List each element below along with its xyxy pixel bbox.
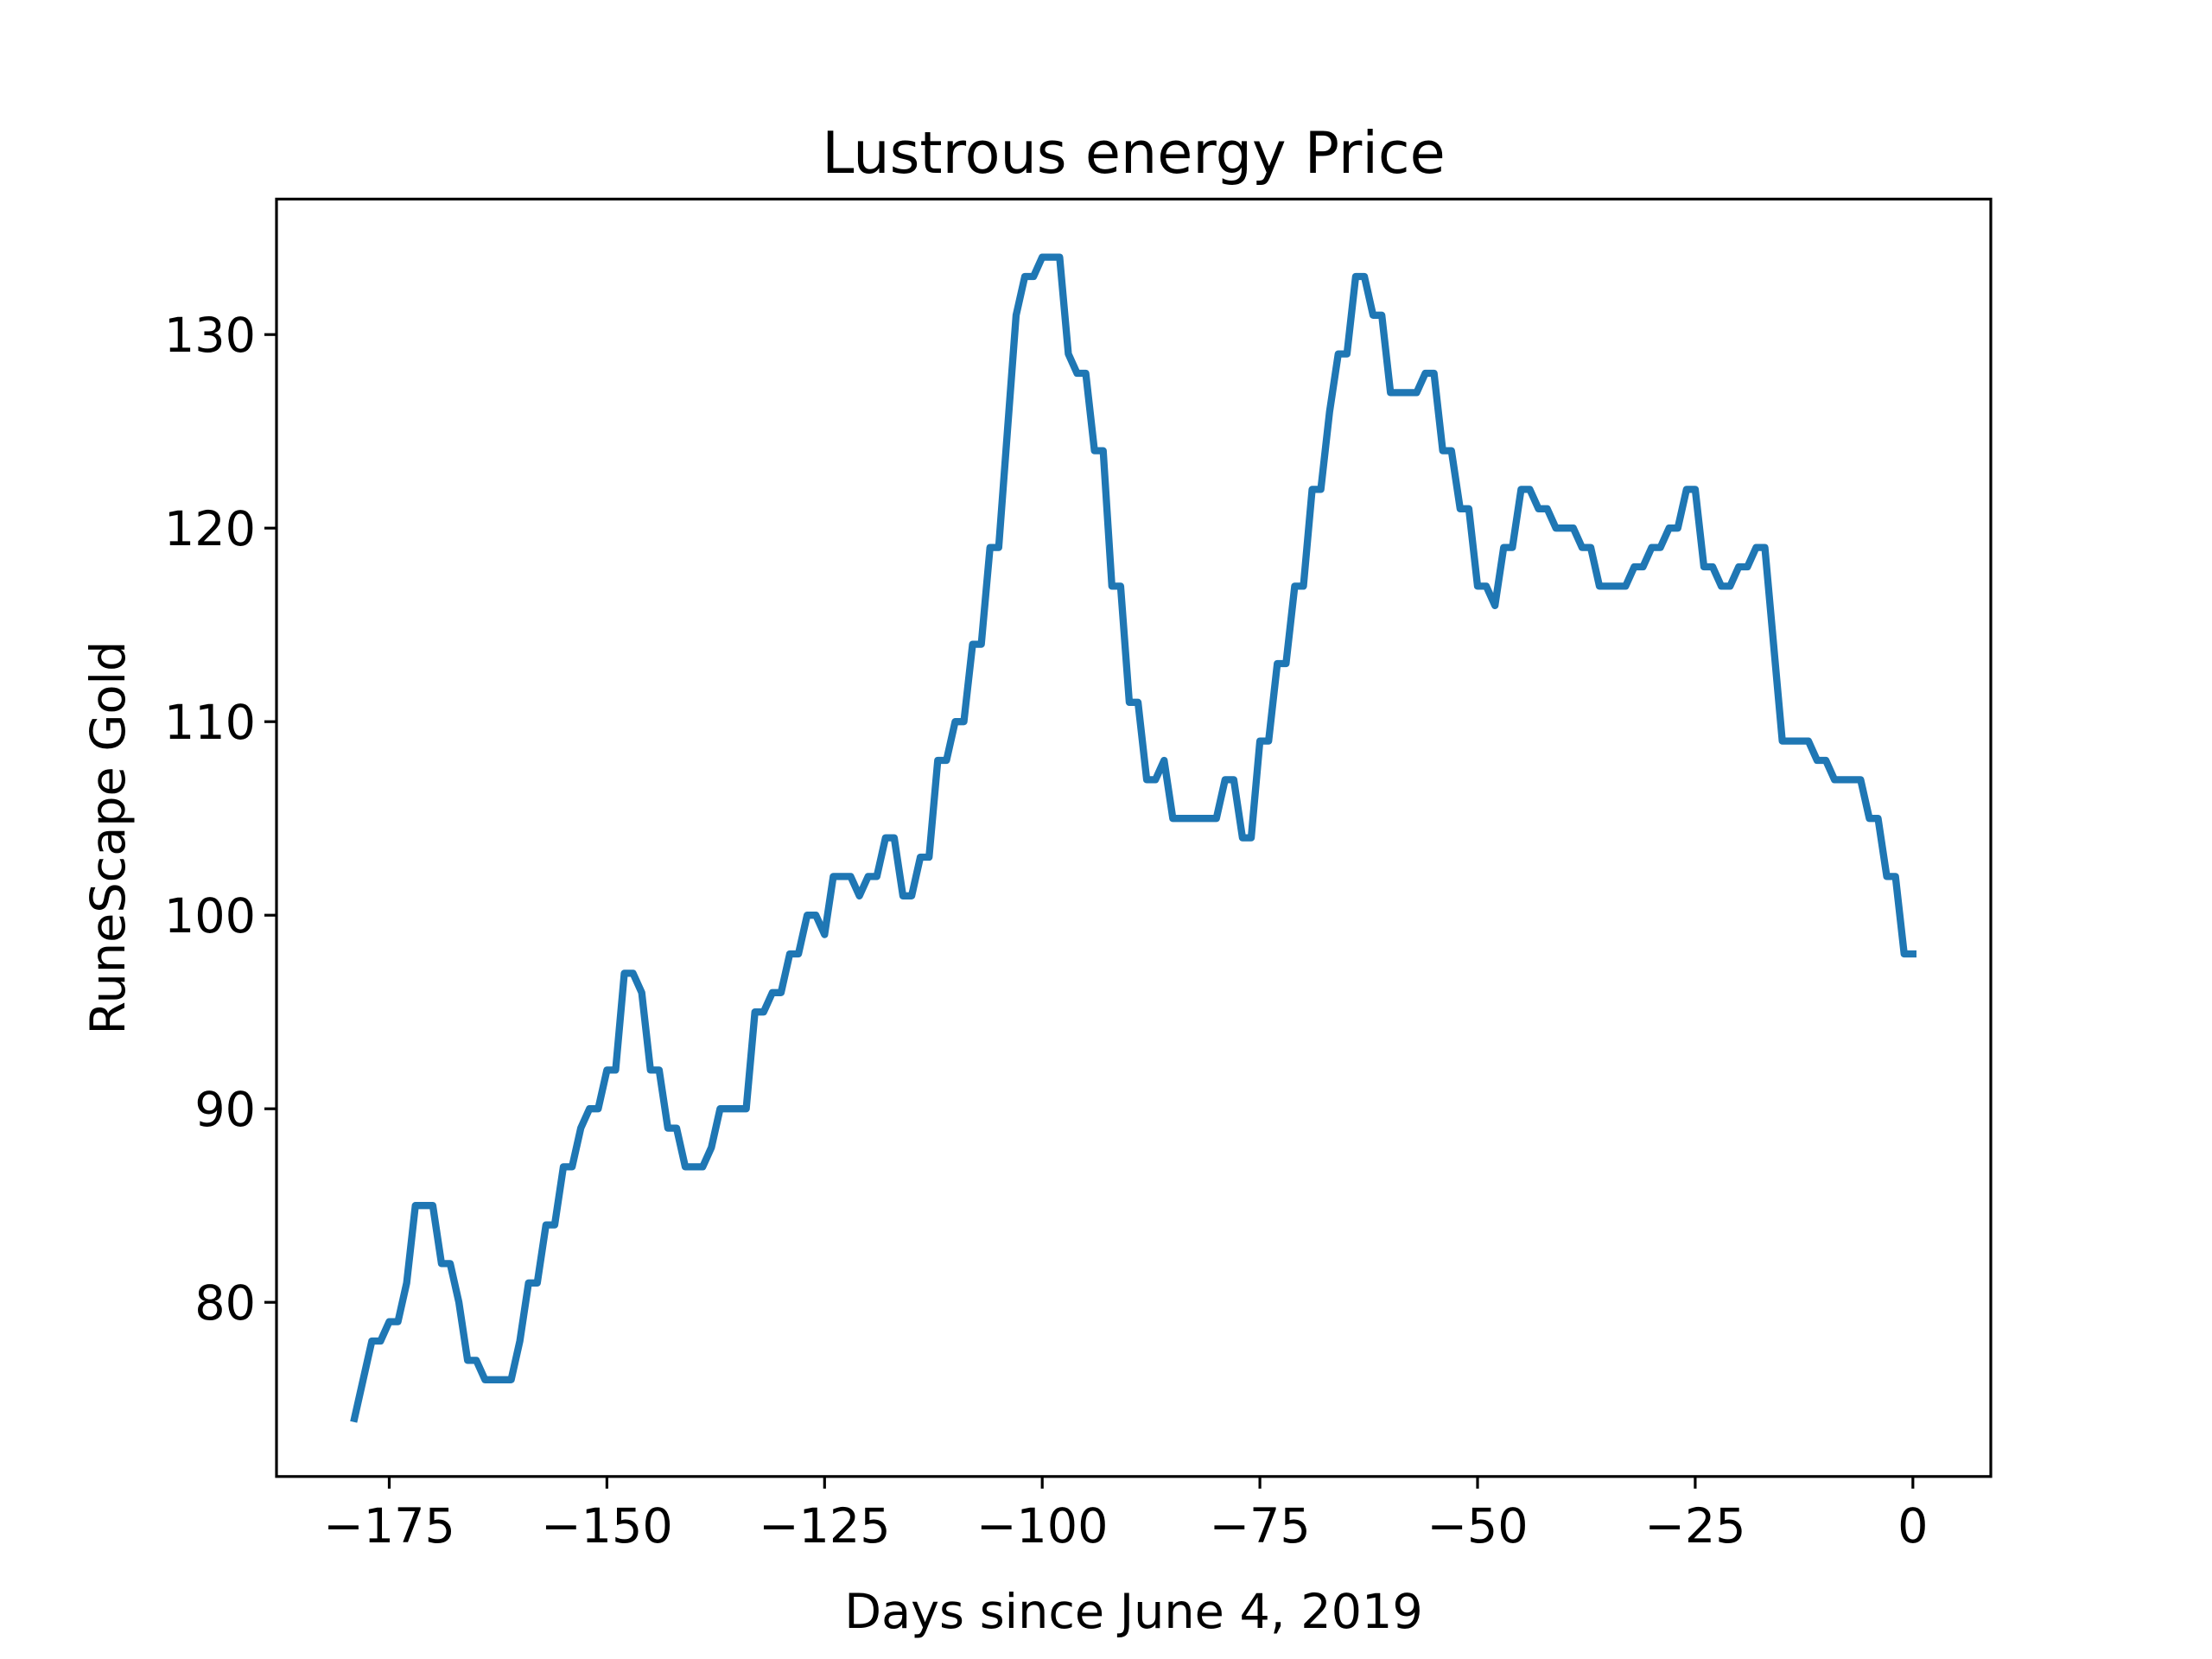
y-tick-label: 80 bbox=[194, 1275, 256, 1332]
x-tick-label: 0 bbox=[1897, 1498, 1928, 1554]
y-tick-label: 120 bbox=[164, 501, 256, 557]
x-tick-label: −50 bbox=[1427, 1498, 1528, 1554]
chart-title: Lustrous energy Price bbox=[822, 119, 1446, 187]
x-tick-label: −150 bbox=[541, 1498, 673, 1554]
x-tick-label: −125 bbox=[759, 1498, 891, 1554]
x-tick-label: −75 bbox=[1209, 1498, 1310, 1554]
y-tick-label: 110 bbox=[164, 695, 256, 751]
y-tick-label: 130 bbox=[164, 308, 256, 364]
data-line bbox=[350, 253, 1916, 1423]
y-tick-label: 90 bbox=[194, 1082, 256, 1138]
y-axis-label: RuneScape Gold bbox=[80, 641, 137, 1035]
x-tick-label: −100 bbox=[976, 1498, 1109, 1554]
y-tick-label: 100 bbox=[164, 888, 256, 944]
x-tick-label: −25 bbox=[1644, 1498, 1745, 1554]
plot-frame bbox=[275, 197, 1993, 1478]
x-tick-label: −175 bbox=[323, 1498, 455, 1554]
x-axis-label: Days since June 4, 2019 bbox=[844, 1584, 1422, 1640]
